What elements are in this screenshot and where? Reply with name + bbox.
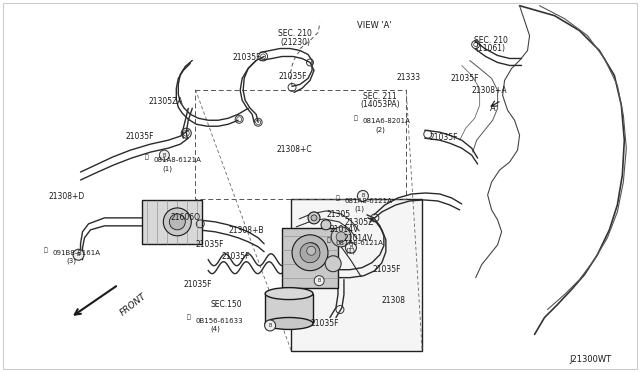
Text: SEC. 211: SEC. 211 — [363, 92, 397, 101]
Text: FRONT: FRONT — [118, 292, 148, 318]
Text: B: B — [349, 245, 353, 250]
Bar — [142, 200, 202, 244]
Text: (1): (1) — [345, 248, 355, 254]
Text: (4): (4) — [210, 326, 220, 332]
Circle shape — [300, 243, 320, 263]
Circle shape — [336, 232, 346, 242]
Text: B: B — [361, 193, 365, 199]
Text: 21035F: 21035F — [451, 74, 479, 83]
Text: (21230): (21230) — [280, 38, 310, 46]
Text: 21308: 21308 — [382, 296, 406, 305]
Text: 21333: 21333 — [397, 73, 421, 83]
Text: 21305Z: 21305Z — [345, 218, 374, 227]
Text: (14053PA): (14053PA) — [360, 100, 399, 109]
Text: 21014V: 21014V — [330, 225, 359, 234]
Text: 21308+B: 21308+B — [228, 226, 264, 235]
Text: 21606Q: 21606Q — [170, 213, 200, 222]
Circle shape — [170, 214, 186, 230]
Circle shape — [308, 212, 320, 224]
Text: SEC. 210: SEC. 210 — [474, 36, 508, 45]
Text: Ⓑ: Ⓑ — [145, 154, 148, 160]
Text: B: B — [268, 323, 272, 328]
Text: 081A6-8201A: 081A6-8201A — [363, 118, 411, 124]
Text: 21035F: 21035F — [221, 252, 250, 261]
Ellipse shape — [265, 288, 313, 299]
Text: (1): (1) — [354, 206, 364, 212]
Text: 21305: 21305 — [327, 210, 351, 219]
Text: J21300WT: J21300WT — [570, 355, 612, 364]
Circle shape — [292, 235, 328, 271]
Text: SEC.150: SEC.150 — [210, 299, 242, 309]
Text: 21035F: 21035F — [373, 265, 401, 274]
Text: 21308+C: 21308+C — [276, 145, 312, 154]
Text: A: A — [490, 104, 495, 113]
Text: SEC. 210: SEC. 210 — [278, 29, 312, 38]
Text: Ⓑ: Ⓑ — [354, 115, 358, 121]
Text: 0B156-61633: 0B156-61633 — [195, 318, 243, 324]
Text: 21035F: 21035F — [310, 320, 339, 328]
Text: 21035F: 21035F — [195, 240, 224, 249]
Text: 21308+D: 21308+D — [49, 192, 85, 201]
Text: VIEW 'A': VIEW 'A' — [357, 20, 392, 30]
Text: B: B — [163, 153, 166, 158]
Ellipse shape — [265, 318, 313, 330]
Bar — [291, 199, 422, 351]
Circle shape — [307, 246, 316, 255]
Bar — [282, 228, 338, 288]
Text: Ⓑ: Ⓑ — [186, 315, 190, 320]
Text: (3): (3) — [67, 258, 77, 264]
Text: 21308+A: 21308+A — [472, 86, 508, 95]
Circle shape — [346, 242, 356, 253]
Circle shape — [264, 320, 276, 331]
Text: Ⓑ: Ⓑ — [327, 237, 331, 243]
Text: 081A8-6121A: 081A8-6121A — [154, 157, 201, 163]
Text: (2): (2) — [375, 126, 385, 133]
Text: 21035F: 21035F — [125, 132, 154, 141]
Text: 21035F: 21035F — [278, 73, 307, 81]
Text: B: B — [317, 278, 321, 283]
Text: 21035F: 21035F — [183, 280, 212, 289]
Text: 21305ZA: 21305ZA — [148, 97, 183, 106]
Circle shape — [163, 208, 191, 236]
Bar — [265, 294, 313, 324]
Text: 21035F: 21035F — [430, 133, 458, 142]
Text: 081A8-6121A: 081A8-6121A — [336, 240, 384, 246]
Text: B: B — [77, 252, 80, 257]
Bar — [195, 90, 406, 199]
Text: 21035F: 21035F — [232, 52, 260, 61]
Circle shape — [303, 243, 319, 259]
Circle shape — [311, 215, 317, 221]
Text: Ⓑ: Ⓑ — [336, 195, 340, 201]
Circle shape — [325, 256, 341, 272]
Circle shape — [357, 190, 369, 202]
Text: Ⓑ: Ⓑ — [44, 247, 47, 253]
Circle shape — [314, 276, 324, 286]
Text: 081A8-6121A: 081A8-6121A — [345, 198, 393, 204]
Circle shape — [331, 227, 351, 247]
Text: 21014V: 21014V — [344, 234, 373, 243]
Circle shape — [73, 249, 84, 260]
Circle shape — [159, 150, 170, 160]
Text: (11061): (11061) — [476, 44, 506, 52]
Text: 091B8-8161A: 091B8-8161A — [52, 250, 100, 256]
Circle shape — [321, 220, 331, 230]
Text: (1): (1) — [163, 165, 172, 171]
